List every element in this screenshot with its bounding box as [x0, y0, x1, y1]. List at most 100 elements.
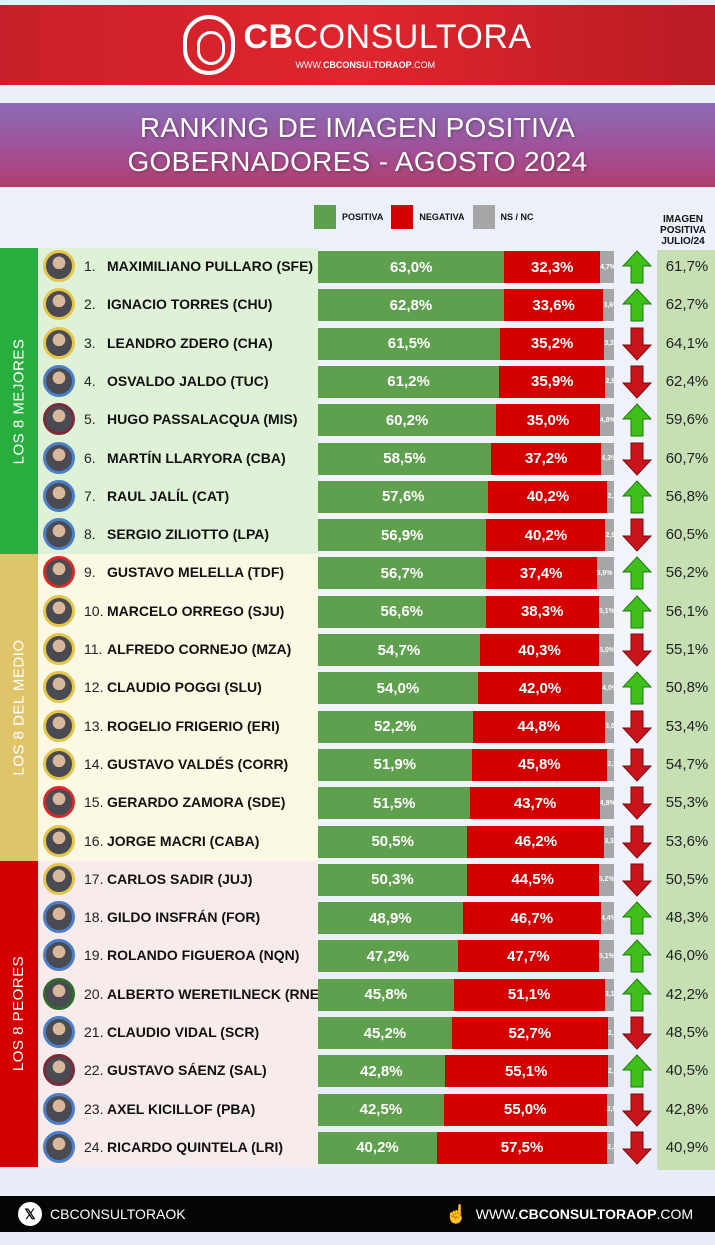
- bar-positiva: 51,5%: [318, 787, 471, 820]
- governor-name: OSVALDO JALDO (TUC): [107, 372, 269, 389]
- governor-name: RICARDO QUINTELA (LRI): [107, 1138, 284, 1155]
- page-title: RANKING DE IMAGEN POSITIVA GOBERNADORES …: [0, 103, 715, 187]
- bar-nsnc: 2,1%: [607, 1017, 614, 1049]
- governor-avatar: [43, 786, 75, 819]
- bar-negativa: 51,1%: [453, 978, 605, 1011]
- stacked-bar: 52,2%44,8%3,0%: [318, 710, 614, 743]
- bar-positiva: 42,5%: [318, 1093, 444, 1126]
- julio-value: 40,9%: [665, 1138, 709, 1156]
- bar-nsnc: 3,0%: [605, 710, 614, 743]
- bar-negativa: 47,7%: [457, 940, 599, 973]
- julio-value: 61,7%: [665, 258, 709, 275]
- rank-number: 8.: [84, 526, 96, 543]
- stacked-bar: 51,5%43,7%4,8%: [318, 787, 614, 820]
- bar-negativa: 46,2%: [467, 825, 605, 858]
- governor-name: CLAUDIO POGGI (SLU): [107, 679, 262, 696]
- julio-value: 48,5%: [665, 1024, 709, 1041]
- legend-negativa: NEGATIVA: [391, 205, 465, 229]
- julio-value: 53,4%: [665, 717, 709, 735]
- governor-avatar: [43, 518, 75, 551]
- table-row: 21.CLAUDIO VIDAL (SCR) 45,2%52,7%2,1% 48,5…: [0, 1016, 715, 1050]
- stacked-bar: 42,5%55,0%2,5%: [318, 1093, 614, 1126]
- bar-positiva: 54,0%: [318, 672, 478, 705]
- governor-avatar: [43, 250, 75, 282]
- arrow-down-icon: [621, 518, 653, 552]
- bar-positiva: 40,2%: [318, 1131, 437, 1164]
- julio-value: 60,5%: [665, 526, 709, 544]
- stacked-bar: 51,9%45,8%2,3%: [318, 748, 614, 781]
- table-row: 14.GUSTAVO VALDÉS (CORR) 51,9%45,8%2,3% 54…: [0, 747, 715, 782]
- table-row: 5. HUGO PASSALACQUA (MIS) 60,2%35,0%4,8% 59…: [0, 403, 715, 437]
- bar-nsnc: 2,5%: [606, 1093, 614, 1126]
- stacked-bar: 63,0%32,3%4,7%: [318, 251, 614, 283]
- footer-url[interactable]: ☝ WWW.CBCONSULTORAOP.COM: [445, 1203, 693, 1224]
- governor-name: HUGO PASSALACQUA (MIS): [107, 411, 298, 428]
- brand-name: CBCONSULTORA: [243, 18, 532, 56]
- governor-name: GUSTAVO MELELLA (TDF): [107, 564, 285, 581]
- table-row: 23.AXEL KICILLOF (PBA) 42,5%55,0%2,5% 42,8…: [0, 1092, 715, 1127]
- arrow-up-icon: [621, 403, 653, 437]
- bar-negativa: 43,7%: [470, 787, 600, 820]
- governor-name: ROLANDO FIGUEROA (NQN): [107, 947, 300, 964]
- arrow-down-icon: [621, 748, 653, 782]
- bar-positiva: 45,8%: [318, 978, 454, 1011]
- governor-name: CLAUDIO VIDAL (SCR): [107, 1024, 260, 1040]
- arrow-down-icon: [621, 825, 653, 859]
- bar-negativa: 52,7%: [451, 1017, 608, 1049]
- stacked-bar: 56,7% 37,4% 5,9%: [318, 557, 614, 590]
- footer: 𝕏 CBCONSULTORAOK ☝ WWW.CBCONSULTORAOP.CO…: [0, 1196, 715, 1232]
- table-row: 19. ROLANDO FIGUEROA (NQN) 47,2% 47,7% 5,1% 4…: [0, 939, 715, 973]
- stacked-bar: 45,2%52,7%2,1%: [318, 1017, 614, 1049]
- table-row: 4. OSVALDO JALDO (TUC) 61,2%35,9%2,9% 62,4%: [0, 364, 715, 399]
- governor-avatar: [43, 1016, 75, 1048]
- arrow-down-icon: [621, 633, 653, 667]
- stacked-bar: 54,7% 40,3% 5,0%: [318, 634, 614, 666]
- cb-logo-icon: [183, 15, 236, 75]
- bar-nsnc: 5,1%: [598, 940, 614, 973]
- bar-positiva: 45,2%: [318, 1017, 452, 1049]
- brand-header: CBCONSULTORA WWW.CBCONSULTORAOP.COM: [0, 5, 715, 85]
- table-row: 11. ALFREDO CORNEJO (MZA) 54,7% 40,3% 5,0% 55…: [0, 633, 715, 667]
- stacked-bar: 48,9%46,7%4,4%: [318, 902, 614, 935]
- governor-name: GILDO INSFRÁN (FOR): [107, 909, 261, 926]
- stacked-bar: 50,3% 44,5% 5,2%: [318, 863, 614, 896]
- bar-nsnc: 4,0%: [602, 672, 614, 705]
- group-tab-2: LOS 8 DEL MEDIO: [0, 554, 38, 861]
- governor-avatar: [43, 364, 75, 397]
- social-handle[interactable]: CBCONSULTORAOK: [50, 1206, 186, 1222]
- bar-negativa: 55,1%: [444, 1055, 608, 1088]
- bar-positiva: 61,2%: [318, 365, 500, 398]
- bar-nsnc: 3,3%: [604, 327, 614, 360]
- governor-avatar: [43, 633, 75, 665]
- pointer-hand-icon: ☝: [445, 1203, 468, 1224]
- arrow-up-icon: [621, 594, 653, 629]
- governor-avatar: [43, 556, 75, 589]
- governor-avatar: [43, 747, 75, 780]
- bar-negativa: 46,7%: [462, 902, 601, 935]
- bar-positiva: 50,3%: [318, 863, 467, 896]
- table-row: 13.ROGELIO FRIGERIO (ERI)52,2%44,8%3,0%5…: [0, 709, 715, 744]
- x-social-icon[interactable]: 𝕏: [18, 1202, 42, 1226]
- title-line-2: GOBERNADORES - AGOSTO 2024: [127, 146, 588, 177]
- bar-positiva: 58,5%: [318, 442, 492, 475]
- bar-negativa: 33,6%: [503, 289, 604, 322]
- governor-name: GUSTAVO VALDÉS (CORR): [107, 755, 289, 772]
- julio-value: 42,2%: [665, 985, 709, 1003]
- julio-value: 50,8%: [665, 679, 709, 697]
- rank-number: 12.: [84, 679, 104, 696]
- rank-number: 23.: [84, 1100, 104, 1117]
- governor-avatar: [43, 671, 75, 704]
- table-row: 15.GERARDO ZAMORA (SDE) 51,5%43,7%4,8% 55,…: [0, 786, 715, 820]
- bar-negativa: 44,8%: [472, 710, 606, 743]
- arrow-down-icon: [621, 1093, 653, 1127]
- table-row: 17. CARLOS SADIR (JUJ) 50,3% 44,5% 5,2% 50,5%: [0, 862, 715, 897]
- bar-negativa: 35,2%: [500, 327, 605, 360]
- governor-name: LEANDRO ZDERO (CHA): [107, 334, 273, 351]
- arrow-up-icon: [621, 480, 653, 514]
- bar-positiva: 60,2%: [318, 404, 497, 437]
- stacked-bar: 56,9%40,2%2,9%: [318, 519, 614, 552]
- governor-name: AXEL KICILLOF (PBA): [107, 1100, 256, 1117]
- julio-value: 56,8%: [665, 487, 709, 505]
- julio-value: 62,7%: [665, 296, 709, 314]
- julio-value: 46,0%: [665, 947, 709, 965]
